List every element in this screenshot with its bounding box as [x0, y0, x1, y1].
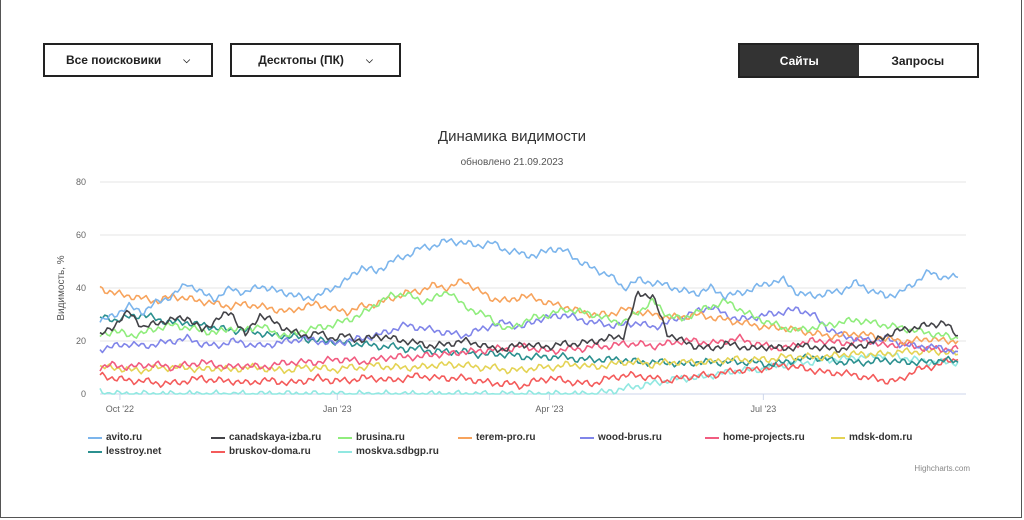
- chevron-down-icon: ⌵: [183, 54, 191, 65]
- y-axis-title: Видимость, %: [56, 255, 67, 320]
- legend-label: moskva.sdbgp.ru: [356, 446, 439, 457]
- legend-label: bruskov-doma.ru: [229, 446, 311, 457]
- series-line-terem-pro.ru[interactable]: [99, 278, 959, 346]
- legend-label: avito.ru: [106, 432, 143, 443]
- search-engine-dropdown[interactable]: Все поисковики ⌵: [43, 43, 213, 77]
- y-tick-label: 0: [81, 389, 86, 399]
- legend-item-avito.ru[interactable]: avito.ru: [88, 432, 142, 443]
- legend-label: canadskaya-izba.ru: [229, 432, 322, 443]
- legend-swatch: [88, 450, 102, 453]
- y-tick-label: 40: [76, 283, 86, 293]
- series-line-canadskaya-izba.ru[interactable]: [99, 290, 958, 354]
- legend-swatch: [211, 436, 225, 439]
- chevron-down-icon: ⌵: [365, 54, 373, 65]
- legend-item-wood-brus.ru[interactable]: wood-brus.ru: [580, 432, 662, 443]
- x-tick-label: Jan '23: [323, 404, 352, 414]
- legend-label: terem-pro.ru: [476, 432, 536, 443]
- chart-credit: Highcharts.com: [914, 464, 970, 473]
- device-label: Десктопы (ПК): [258, 53, 344, 67]
- x-tick-label: Oct '22: [106, 404, 134, 414]
- legend-item-home-projects.ru[interactable]: home-projects.ru: [705, 432, 805, 443]
- legend-swatch: [338, 450, 352, 453]
- series-line-avito.ru[interactable]: [99, 238, 959, 323]
- x-tick-label: Jul '23: [750, 404, 776, 414]
- toggle-sites-button[interactable]: Сайты: [740, 45, 859, 76]
- x-tick-label: Apr '23: [535, 404, 563, 414]
- legend-label: lesstroy.net: [106, 446, 162, 457]
- legend-swatch: [831, 436, 845, 439]
- legend-swatch: [338, 436, 352, 439]
- legend-item-lesstroy.net[interactable]: lesstroy.net: [88, 446, 161, 457]
- legend-item-mdsk-dom.ru[interactable]: mdsk-dom.ru: [831, 432, 912, 443]
- legend-label: home-projects.ru: [723, 432, 805, 443]
- chart-title: Динамика видимости: [437, 128, 587, 145]
- legend-label: wood-brus.ru: [598, 432, 662, 443]
- legend-swatch: [580, 436, 594, 439]
- legend-swatch: [88, 436, 102, 439]
- legend-item-brusina.ru[interactable]: brusina.ru: [338, 432, 405, 443]
- view-toggle: Сайты Запросы: [738, 43, 979, 78]
- legend-label: brusina.ru: [356, 432, 405, 443]
- legend-item-terem-pro.ru[interactable]: terem-pro.ru: [458, 432, 535, 443]
- series-line-moskva.sdbgp.ru[interactable]: [99, 351, 959, 395]
- device-dropdown[interactable]: Десктопы (ПК) ⌵: [230, 43, 401, 77]
- toggle-queries-button[interactable]: Запросы: [858, 45, 977, 76]
- legend-item-bruskov-doma.ru[interactable]: bruskov-doma.ru: [211, 446, 311, 457]
- y-tick-label: 20: [76, 336, 86, 346]
- series-line-mdsk-dom.ru[interactable]: [99, 347, 959, 375]
- chart-subtitle: обновлено 21.09.2023: [460, 157, 564, 168]
- series-line-bruskov-doma.ru[interactable]: [99, 357, 959, 390]
- legend-swatch: [458, 436, 472, 439]
- legend-item-moskva.sdbgp.ru[interactable]: moskva.sdbgp.ru: [338, 446, 439, 457]
- y-tick-label: 80: [76, 177, 86, 187]
- y-tick-label: 60: [76, 230, 86, 240]
- legend-swatch: [705, 436, 719, 439]
- legend-swatch: [211, 450, 225, 453]
- legend-item-canadskaya-izba.ru[interactable]: canadskaya-izba.ru: [211, 432, 321, 443]
- search-engine-label: Все поисковики: [65, 53, 162, 67]
- legend-label: mdsk-dom.ru: [849, 432, 913, 443]
- series-line-home-projects.ru[interactable]: [99, 333, 959, 372]
